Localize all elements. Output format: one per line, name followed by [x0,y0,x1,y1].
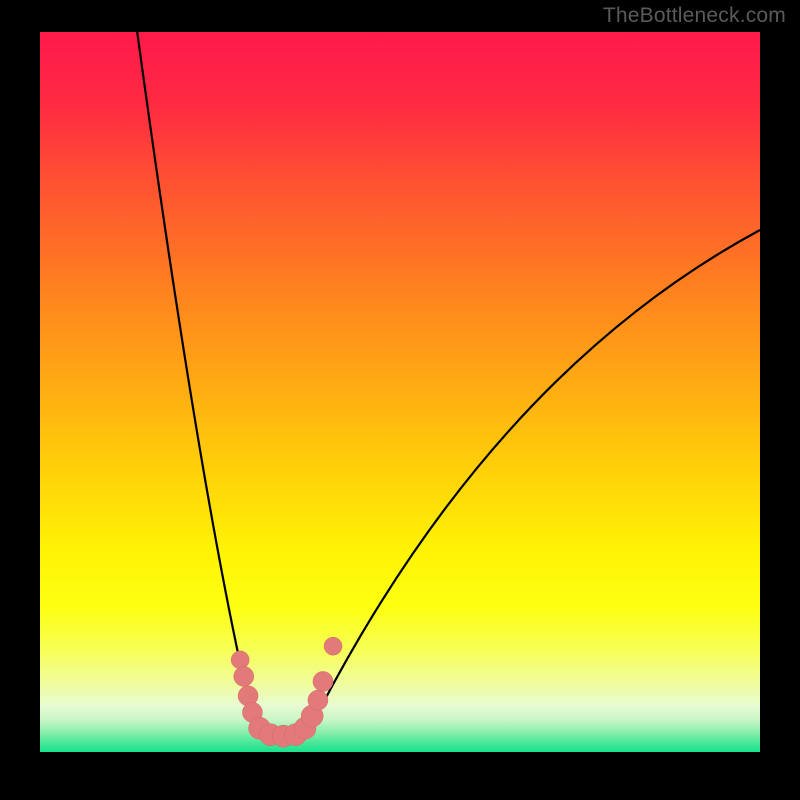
data-marker [313,671,333,691]
plot-background [40,32,760,752]
data-marker [324,637,342,655]
chart-container: TheBottleneck.com [0,0,800,800]
data-marker [308,690,328,710]
data-marker [234,666,254,686]
data-marker [231,651,249,669]
watermark-text: TheBottleneck.com [603,4,786,28]
bottleneck-chart [0,0,800,800]
